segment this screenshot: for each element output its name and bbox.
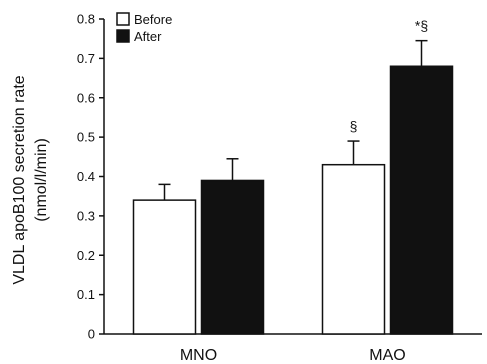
bar-mno-after [200, 179, 265, 335]
y-tick-label: 0.7 [77, 51, 95, 66]
y-tick-label: 0 [88, 327, 95, 342]
legend-label: After [134, 29, 162, 44]
y-tick-label: 0.3 [77, 208, 95, 223]
legend-swatch-after [116, 29, 130, 43]
legend-label: Before [134, 12, 172, 27]
y-ticks: 0 0.1 0.2 0.3 0.4 0.5 0.6 0.7 0.8 [77, 12, 104, 342]
y-axis-label-line1: VLDL apoB100 secretion rate [11, 75, 28, 284]
bar-mao-after [389, 65, 454, 335]
y-axis-label-line2: (nmol/l/min) [33, 138, 50, 222]
y-tick-label: 0.1 [77, 287, 95, 302]
y-tick-label: 0.2 [77, 248, 95, 263]
y-tick-label: 0.4 [77, 169, 95, 184]
x-tick-label: MNO [180, 347, 217, 364]
y-tick-label: 0.8 [77, 12, 95, 27]
bar-mno-before [132, 199, 197, 335]
legend: Before After [116, 12, 172, 44]
y-axis-label: VLDL apoB100 secretion rate (nmol/l/min) [11, 75, 50, 284]
bars [132, 39, 454, 335]
significance-marker: § [350, 118, 358, 134]
legend-swatch-before [116, 12, 130, 26]
significance-marker: *§ [415, 18, 428, 34]
y-tick-label: 0.5 [77, 130, 95, 145]
x-tick-label: MAO [369, 347, 405, 364]
bar-mao-before [321, 163, 386, 335]
annotations: § *§ [350, 18, 429, 134]
y-tick-label: 0.6 [77, 90, 95, 105]
x-tick-labels: MNO MAO [180, 347, 406, 364]
